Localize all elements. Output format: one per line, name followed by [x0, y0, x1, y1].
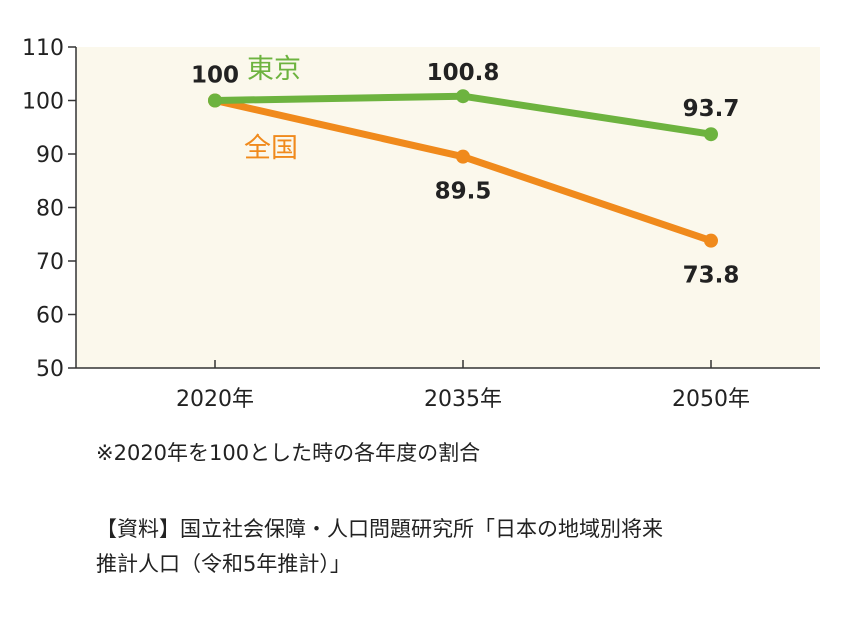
data-point-tokyo	[704, 127, 718, 142]
y-tick-label: 110	[22, 36, 64, 61]
data-point-national	[456, 149, 470, 164]
x-axis-ticks: 2020年 2035年 2050年	[176, 360, 750, 412]
y-tick-label: 80	[36, 197, 64, 222]
y-tick-label: 100	[22, 90, 64, 115]
source-citation: 【資料】国立社会保障・人口問題研究所「日本の地域別将来 推計人口（令和5年推計）…	[96, 512, 816, 582]
y-tick-label: 50	[36, 357, 64, 382]
series-label-tokyo: 東京	[247, 54, 301, 85]
data-label-national: 89.5	[435, 179, 492, 205]
plot-area	[76, 47, 820, 368]
data-label-tokyo: 100.8	[427, 60, 500, 86]
source-line-1: 【資料】国立社会保障・人口問題研究所「日本の地域別将来	[96, 517, 663, 541]
y-tick-label: 90	[36, 143, 64, 168]
data-point-national	[704, 233, 718, 248]
data-point-tokyo	[456, 89, 470, 104]
x-tick-label: 2050年	[672, 387, 750, 412]
series-layer	[208, 89, 718, 248]
data-label-tokyo: 93.7	[683, 96, 740, 122]
footnote: ※2020年を100とした時の各年度の割合	[96, 441, 481, 465]
x-tick-label: 2035年	[424, 387, 502, 412]
y-tick-label: 60	[36, 304, 64, 329]
data-label-national: 73.8	[683, 263, 740, 289]
y-axis-ticks: 50 60 70 80 90 100 110	[22, 36, 76, 382]
series-label-national: 全国	[244, 133, 298, 164]
source-line-2: 推計人口（令和5年推計）」	[96, 552, 351, 576]
data-label-tokyo: 100	[191, 63, 239, 89]
y-tick-label: 70	[36, 250, 64, 275]
x-tick-label: 2020年	[176, 387, 254, 412]
population-line-chart: 50 60 70 80 90 100 110 2020年 2035年 2050年 100 100.…	[22, 36, 820, 412]
data-point-tokyo	[208, 93, 222, 108]
